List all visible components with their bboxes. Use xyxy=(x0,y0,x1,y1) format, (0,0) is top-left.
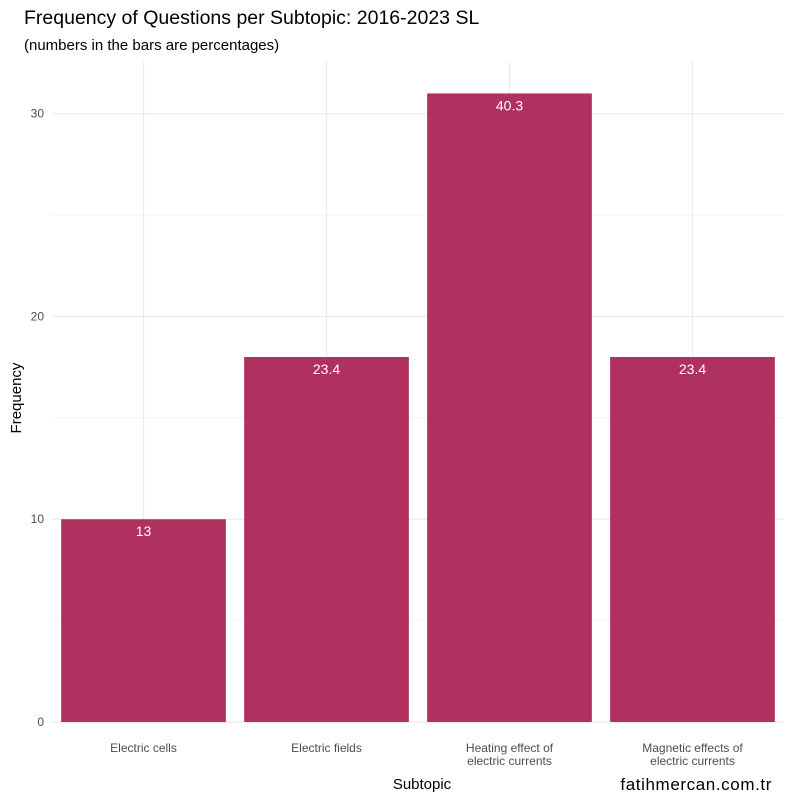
x-tick-label: Electric fields xyxy=(291,741,362,755)
y-tick-label: 0 xyxy=(37,715,44,729)
x-axis-ticks: Electric cells Electric fields Heating eff… xyxy=(110,741,743,768)
bar-value-label: 40.3 xyxy=(496,97,523,113)
x-tick-label: Heating effect of electric currents xyxy=(466,741,554,768)
bar-value-label: 13 xyxy=(136,523,152,539)
chart-subtitle: (numbers in the bars are percentages) xyxy=(24,37,279,54)
y-tick-label: 20 xyxy=(31,309,45,323)
bar-1 xyxy=(61,519,226,722)
y-tick-label: 10 xyxy=(31,512,45,526)
y-tick-label: 30 xyxy=(31,107,45,121)
bars xyxy=(61,93,775,722)
bar-4 xyxy=(610,357,775,722)
y-axis-title: Frequency xyxy=(8,362,25,433)
bar-2 xyxy=(244,357,409,722)
bar-labels: 13 23.4 40.3 23.4 xyxy=(136,97,707,539)
y-axis-ticks: 0 10 20 30 xyxy=(31,107,45,729)
watermark-text: fatihmercan.com.tr xyxy=(620,775,772,794)
bar-value-label: 23.4 xyxy=(313,361,340,377)
bar-3 xyxy=(427,93,592,722)
x-axis-title: Subtopic xyxy=(393,776,452,793)
chart-title: Frequency of Questions per Subtopic: 201… xyxy=(24,7,479,29)
x-tick-label: Electric cells xyxy=(110,741,177,755)
bar-value-label: 23.4 xyxy=(679,361,706,377)
x-tick-label: Magnetic effects of electric currents xyxy=(642,741,743,768)
